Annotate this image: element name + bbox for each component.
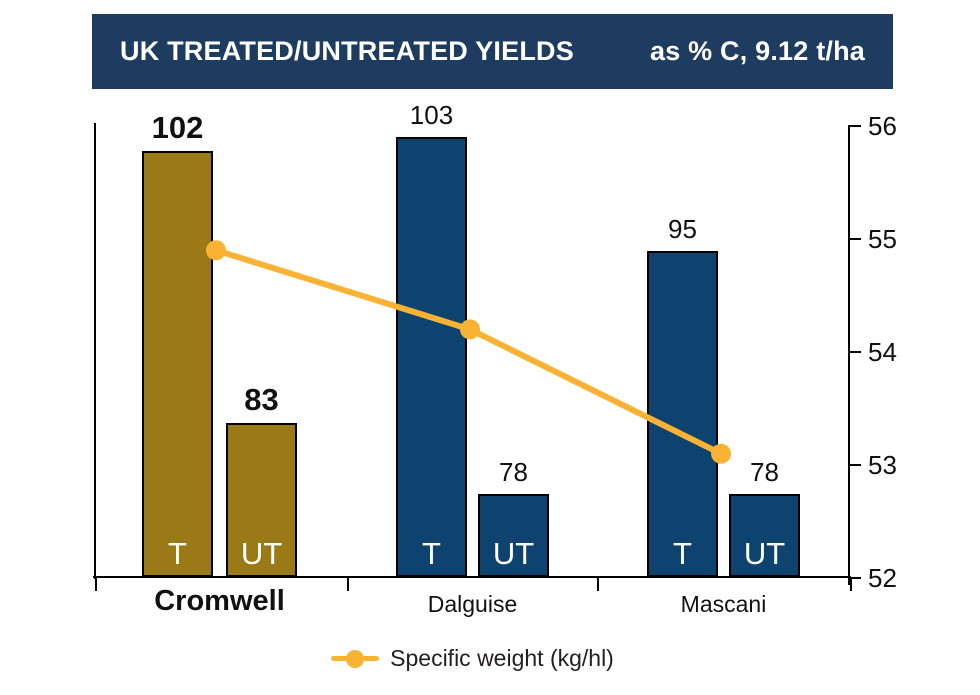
y-axis-left-line — [94, 123, 96, 579]
right-axis-tick-label: 55 — [868, 224, 897, 254]
legend-line-swatch — [331, 649, 380, 668]
x-axis-tick — [597, 577, 599, 591]
bar-dalguise-t: T — [396, 137, 467, 577]
legend: Specific weight (kg/hl) — [95, 645, 850, 672]
right-axis-tick-label: 52 — [868, 563, 897, 593]
bar-treatment-label: T — [168, 536, 187, 571]
right-axis-tick-label: 56 — [868, 111, 897, 141]
x-axis-tick — [95, 577, 97, 591]
bar-value-label: 78 — [499, 457, 528, 487]
bar-value-label: 78 — [750, 457, 779, 487]
bar-value-label: 102 — [151, 110, 204, 145]
bar-value-label: 95 — [668, 214, 697, 244]
right-axis-tick-label: 54 — [868, 337, 897, 367]
bar-cromwell-t: T — [142, 151, 213, 577]
bar-treatment-label: UT — [743, 536, 786, 571]
bar-cromwell-ut: UT — [226, 423, 297, 577]
category-label-cromwell: Cromwell — [154, 585, 285, 617]
legend-label: Specific weight (kg/hl) — [390, 645, 614, 671]
bar-value-label: 103 — [409, 100, 454, 130]
bar-treatment-label: UT — [492, 536, 535, 571]
bar-treatment-label: T — [673, 536, 692, 571]
category-label-dalguise: Dalguise — [427, 591, 518, 617]
x-axis-tick — [850, 577, 852, 591]
chart-subtitle: as % C, 9.12 t/ha — [650, 36, 865, 66]
bar-treatment-label: T — [422, 536, 441, 571]
bar-mascani-ut: UT — [729, 494, 800, 577]
y-axis-right-line — [848, 125, 850, 585]
bar-value-label: 83 — [244, 382, 279, 417]
x-axis-line — [93, 576, 851, 578]
chart-title-bar: UK TREATED/UNTREATED YIELDS as % C, 9.12… — [92, 14, 893, 89]
chart-title: UK TREATED/UNTREATED YIELDS — [120, 36, 574, 66]
bar-mascani-t: T — [647, 251, 718, 577]
right-axis-tick — [848, 464, 861, 466]
bar-treatment-label: UT — [240, 536, 283, 571]
right-axis-tick — [848, 577, 861, 579]
right-axis-tick — [848, 125, 861, 127]
x-axis-tick — [347, 577, 349, 591]
right-axis-tick — [848, 238, 861, 240]
bar-dalguise-ut: UT — [478, 494, 549, 577]
right-axis-tick — [848, 351, 861, 353]
category-label-mascani: Mascani — [680, 591, 767, 617]
legend-point-icon — [346, 649, 365, 668]
right-axis-tick-label: 53 — [868, 450, 897, 480]
